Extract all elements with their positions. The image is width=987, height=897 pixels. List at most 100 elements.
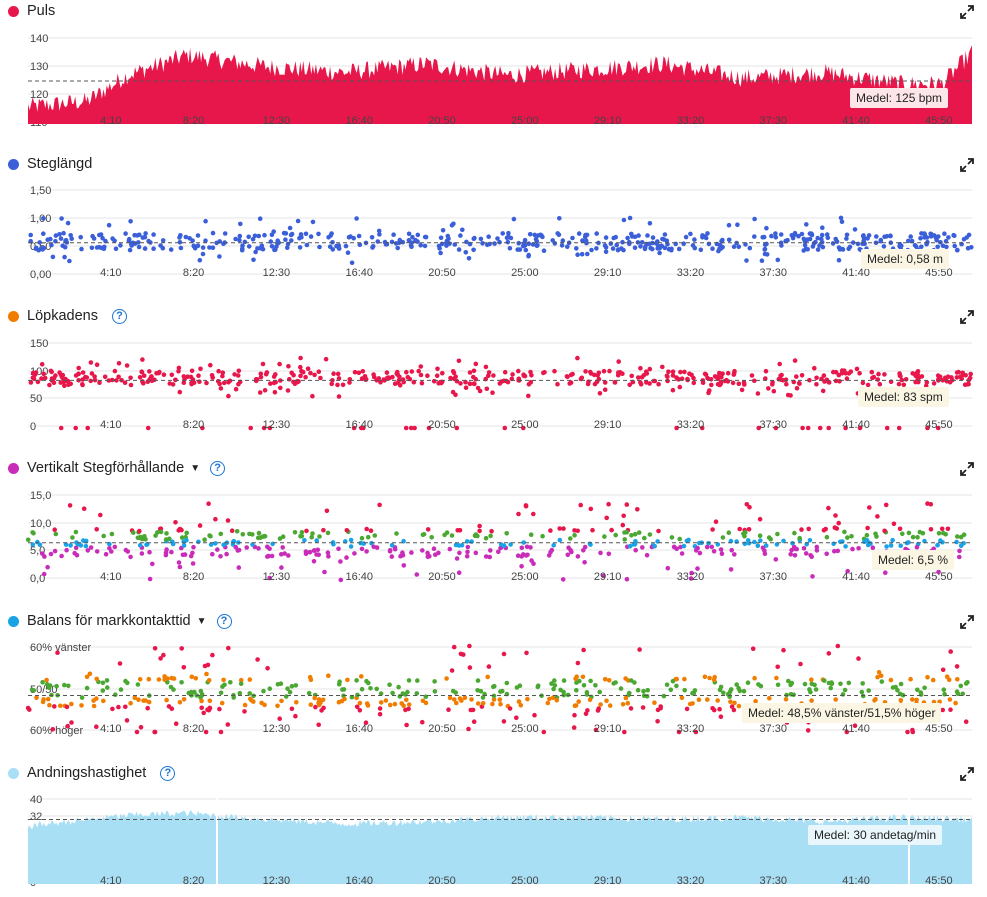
data-point xyxy=(68,233,73,238)
data-point xyxy=(882,372,887,377)
data-point xyxy=(580,238,585,243)
expand-icon[interactable] xyxy=(959,766,975,782)
data-point xyxy=(419,380,425,386)
data-point xyxy=(661,693,667,699)
y-tick-label: 0 xyxy=(30,421,36,433)
help-icon[interactable]: ? xyxy=(111,308,127,324)
data-point xyxy=(622,729,627,735)
data-point xyxy=(458,381,463,386)
data-point xyxy=(775,664,780,670)
data-point xyxy=(67,258,72,264)
data-point xyxy=(49,376,55,381)
data-point xyxy=(709,544,715,550)
data-point xyxy=(924,235,930,240)
data-point xyxy=(64,704,70,710)
data-point xyxy=(69,720,74,725)
data-point xyxy=(152,646,158,651)
panel-respiration: Andningshastighet ? 40322416804:108:2012… xyxy=(0,762,987,897)
data-point xyxy=(37,240,42,245)
data-point xyxy=(258,374,264,380)
data-point xyxy=(316,369,322,374)
data-point xyxy=(447,695,453,701)
dropdown-caret-icon[interactable]: ▼ xyxy=(196,615,207,627)
data-point xyxy=(581,647,586,653)
data-point xyxy=(225,518,231,523)
data-point xyxy=(207,698,213,704)
data-point xyxy=(635,507,640,512)
help-icon[interactable]: ? xyxy=(216,613,232,629)
data-point xyxy=(164,531,169,536)
data-point xyxy=(242,702,248,708)
data-point xyxy=(840,692,846,697)
data-point xyxy=(856,546,861,551)
x-tick-label: 20:50 xyxy=(428,723,456,735)
data-point xyxy=(39,376,44,381)
data-point xyxy=(752,539,757,545)
data-point xyxy=(140,235,146,240)
x-tick-label: 45:50 xyxy=(925,267,953,279)
data-point xyxy=(561,526,566,531)
data-point xyxy=(952,233,957,239)
help-icon[interactable]: ? xyxy=(210,460,226,476)
data-point xyxy=(403,425,409,431)
help-icon[interactable]: ? xyxy=(160,765,176,781)
data-point xyxy=(98,512,103,518)
data-point xyxy=(613,680,618,685)
dropdown-caret-icon[interactable]: ▼ xyxy=(190,462,201,474)
data-point xyxy=(928,502,934,507)
data-point xyxy=(267,546,272,552)
data-point xyxy=(104,678,110,683)
data-point xyxy=(275,703,280,709)
data-point xyxy=(752,234,757,239)
data-point xyxy=(359,425,364,431)
data-point xyxy=(756,682,761,687)
data-point xyxy=(809,554,814,560)
data-point xyxy=(775,682,781,688)
x-tick-label: 20:50 xyxy=(428,115,456,127)
data-point xyxy=(308,702,314,707)
data-point xyxy=(85,425,90,431)
data-point xyxy=(487,554,493,560)
data-point xyxy=(55,650,60,655)
data-point xyxy=(466,256,472,261)
data-point xyxy=(689,570,694,576)
expand-icon[interactable] xyxy=(959,309,975,325)
data-point xyxy=(176,369,181,374)
data-point xyxy=(269,232,275,238)
y-tick-label: 150 xyxy=(30,338,48,350)
data-point xyxy=(173,520,178,525)
data-point xyxy=(158,656,163,661)
expand-icon[interactable] xyxy=(959,461,975,477)
data-point xyxy=(878,238,883,244)
expand-icon[interactable] xyxy=(959,157,975,173)
data-point xyxy=(909,238,915,244)
data-point xyxy=(763,376,768,381)
data-point xyxy=(627,241,632,247)
data-point xyxy=(484,386,490,392)
data-point xyxy=(124,718,130,723)
data-point xyxy=(480,241,485,246)
data-point xyxy=(229,528,235,533)
data-point xyxy=(857,425,863,431)
data-point xyxy=(742,541,748,547)
data-point xyxy=(203,218,208,224)
data-point xyxy=(336,394,342,399)
expand-icon[interactable] xyxy=(959,4,975,20)
data-point xyxy=(790,235,796,241)
data-point xyxy=(190,238,195,243)
expand-icon[interactable] xyxy=(959,614,975,630)
data-point xyxy=(717,706,722,712)
data-point xyxy=(137,375,143,380)
data-point xyxy=(365,703,371,708)
data-point xyxy=(449,533,455,538)
data-point xyxy=(156,677,162,682)
data-point xyxy=(126,238,132,243)
data-point xyxy=(845,535,850,540)
data-point xyxy=(88,545,94,550)
data-point xyxy=(456,570,462,575)
data-point xyxy=(931,381,937,386)
data-point xyxy=(463,250,469,255)
data-point xyxy=(825,235,831,241)
legend-dot xyxy=(8,615,19,627)
data-point xyxy=(757,516,763,522)
